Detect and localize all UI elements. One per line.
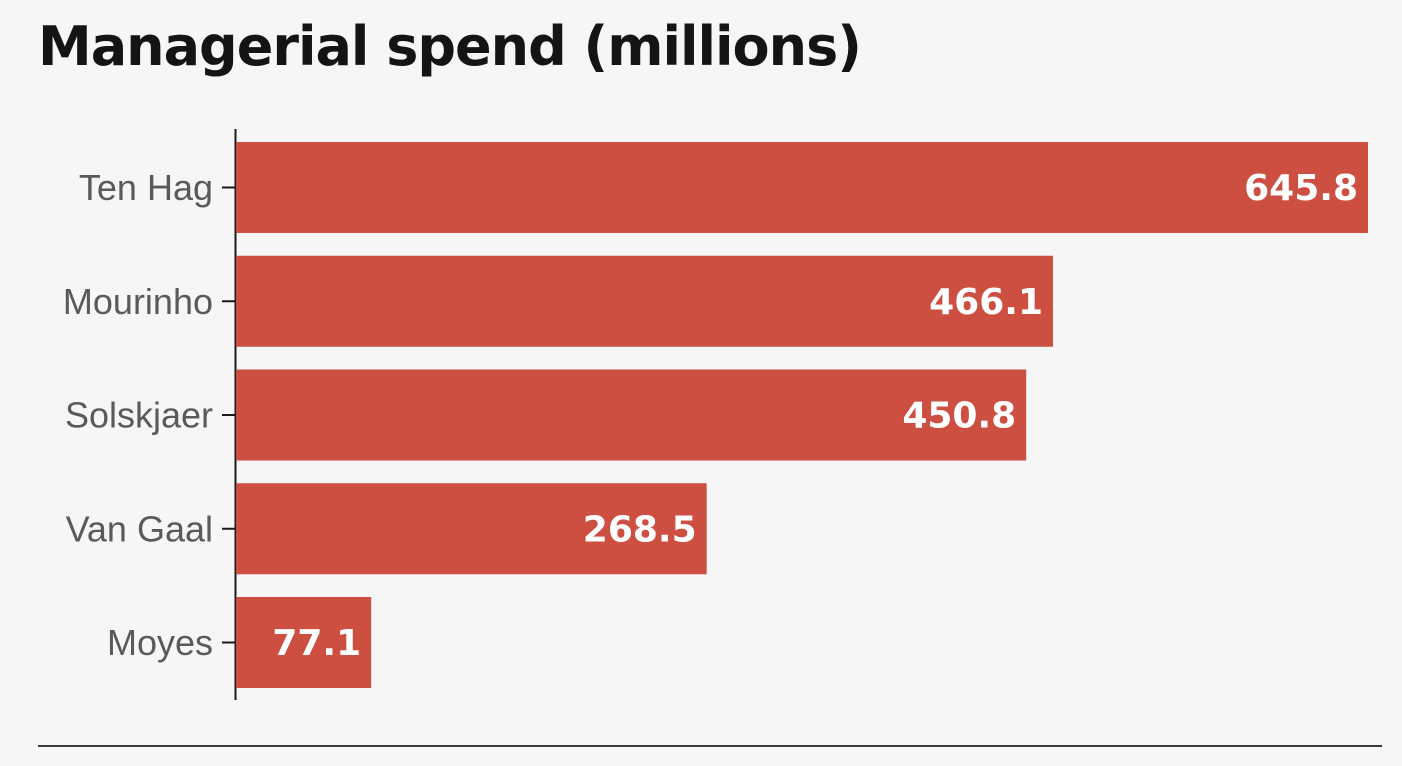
bar-mourinho <box>236 255 1054 347</box>
bottom-divider <box>38 745 1382 747</box>
data-label: 268.5 <box>583 509 697 550</box>
bar-van-gaal <box>236 483 707 575</box>
data-label: 645.8 <box>1244 168 1358 209</box>
y-tick-label: Mourinho <box>63 281 213 322</box>
y-tick-label: Ten Hag <box>79 167 213 208</box>
bar-solskjaer <box>236 369 1027 461</box>
bars-layer: Ten Hag 645.8 Mourinho 466.1 Solskjaer 450.8 V… <box>63 142 1368 688</box>
data-label: 450.8 <box>902 396 1016 437</box>
bar-moyes <box>236 597 372 688</box>
y-tick-label: Solskjaer <box>65 395 213 436</box>
data-label: 466.1 <box>929 282 1043 323</box>
y-tick-label: Van Gaal <box>66 508 213 549</box>
data-label: 77.1 <box>272 623 361 664</box>
bar-ten-hag <box>236 142 1368 233</box>
chart-title: Managerial spend (millions) <box>38 15 862 78</box>
y-tick-label: Moyes <box>107 622 213 663</box>
